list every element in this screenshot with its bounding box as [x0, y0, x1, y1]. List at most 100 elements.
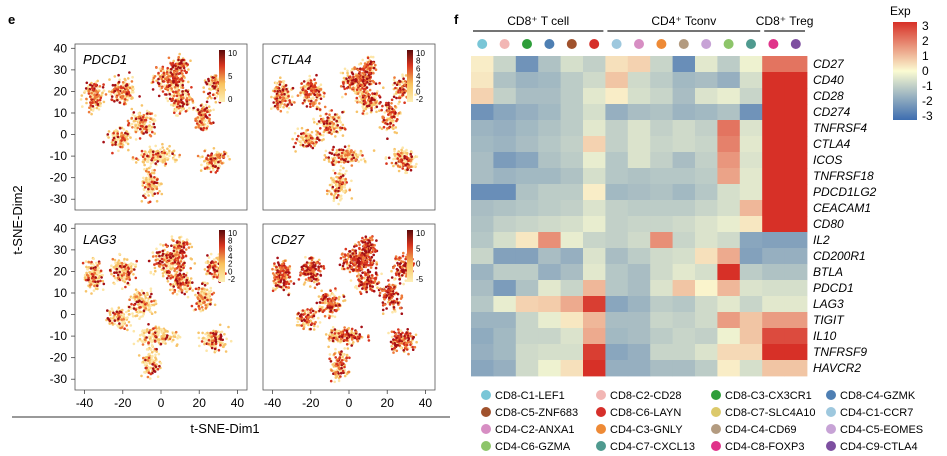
- cell-point: [199, 156, 202, 159]
- cell-point: [132, 329, 136, 333]
- cell-point: [364, 82, 367, 85]
- cell-point: [133, 115, 137, 118]
- cell-point: [207, 290, 211, 294]
- cell-point: [123, 280, 127, 284]
- cell-point: [326, 127, 330, 130]
- cell-point: [282, 105, 285, 109]
- cell-point: [204, 292, 208, 296]
- cell-point: [143, 168, 146, 171]
- cell-point: [352, 156, 356, 160]
- cell-point: [204, 304, 207, 307]
- cell-point: [357, 160, 360, 163]
- cell-point: [140, 130, 144, 134]
- cell-point: [396, 164, 400, 167]
- cell-point: [358, 153, 362, 157]
- cell-point: [180, 64, 183, 67]
- cell-point: [144, 358, 147, 362]
- cell-point: [110, 264, 113, 268]
- cell-point: [124, 263, 128, 267]
- cell-point: [362, 109, 366, 113]
- cell-point: [217, 348, 221, 352]
- cell-point: [333, 171, 337, 175]
- cell-point: [125, 92, 129, 96]
- cell-point: [118, 270, 121, 274]
- cell-point: [389, 105, 393, 109]
- cell-point: [154, 144, 157, 148]
- cell-point: [121, 81, 125, 84]
- cell-point: [350, 164, 354, 167]
- cell-point: [206, 282, 209, 285]
- cell-point: [155, 247, 158, 251]
- cell-point: [209, 261, 213, 265]
- cell-point: [387, 156, 391, 160]
- cell-point: [279, 76, 282, 79]
- cell-point: [172, 239, 175, 242]
- cell-point: [168, 264, 171, 268]
- cell-point: [322, 134, 325, 137]
- cell-point: [323, 158, 326, 161]
- cell-point: [359, 158, 363, 162]
- cell-point: [150, 355, 154, 358]
- cell-point: [150, 344, 154, 347]
- cell-point: [110, 272, 113, 276]
- cell-point: [337, 189, 340, 193]
- cell-point: [154, 311, 157, 314]
- cell-point: [155, 347, 158, 351]
- cell-point: [81, 261, 85, 265]
- cell-point: [190, 245, 194, 249]
- cell-point: [185, 70, 188, 74]
- cell-point: [90, 276, 94, 280]
- cell-point: [409, 168, 413, 172]
- cell-point: [189, 267, 192, 270]
- cell-point: [344, 92, 348, 96]
- cell-point: [309, 134, 312, 137]
- cell-point: [390, 98, 394, 102]
- cell-point: [161, 151, 164, 155]
- cell-point: [121, 136, 125, 139]
- cell-point: [178, 242, 181, 245]
- cell-point: [96, 102, 100, 106]
- colorbar: [219, 230, 225, 282]
- cell-point: [132, 342, 136, 346]
- cell-point: [127, 275, 130, 279]
- cell-point: [169, 103, 173, 107]
- cell-point: [197, 331, 200, 335]
- cell-point: [141, 343, 145, 346]
- cell-point: [91, 84, 94, 88]
- cell-point: [209, 303, 212, 306]
- cell-point: [213, 97, 217, 100]
- cell-point: [130, 107, 134, 111]
- cell-point: [123, 327, 126, 331]
- cell-point: [137, 303, 140, 306]
- cell-point: [188, 242, 192, 246]
- cell-point: [142, 356, 145, 360]
- cell-point: [208, 113, 211, 117]
- cell-point: [206, 96, 210, 100]
- cell-point: [81, 105, 84, 108]
- cell-point: [158, 84, 161, 88]
- cell-point: [177, 95, 181, 99]
- cell-point: [114, 143, 117, 146]
- cell-point: [120, 318, 124, 321]
- gene-label: PDCD1: [83, 52, 127, 67]
- cell-point: [113, 75, 117, 78]
- cell-point: [319, 114, 322, 118]
- cell-point: [87, 85, 90, 88]
- cell-point: [85, 81, 89, 85]
- cell-point: [108, 319, 112, 323]
- cell-point: [116, 273, 120, 277]
- cell-point: [337, 186, 341, 190]
- cell-point: [201, 282, 204, 286]
- cell-point: [220, 162, 224, 165]
- cell-point: [392, 78, 396, 82]
- cell-point: [295, 137, 299, 141]
- cell-point: [341, 181, 345, 184]
- cell-point: [175, 75, 178, 78]
- cell-point: [378, 102, 381, 105]
- cell-point: [147, 259, 151, 263]
- cell-point: [205, 349, 208, 353]
- cell-point: [129, 136, 132, 139]
- cell-point: [282, 86, 286, 89]
- cell-point: [185, 290, 188, 294]
- cell-point: [183, 91, 186, 95]
